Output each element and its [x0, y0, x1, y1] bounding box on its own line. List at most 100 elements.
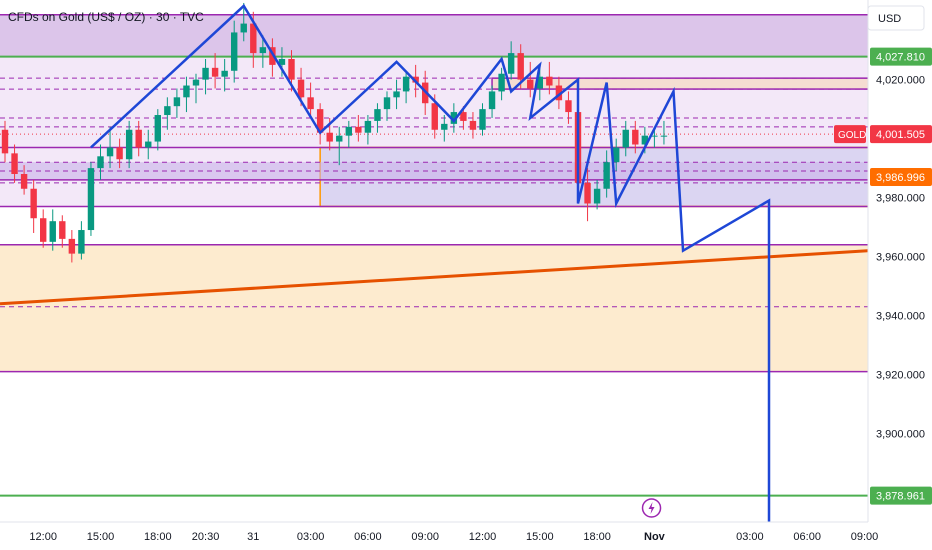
candle-body — [641, 135, 649, 145]
candle-body — [584, 182, 591, 204]
x-tick-label: 06:00 — [354, 531, 382, 543]
candle-body — [154, 115, 161, 142]
symbol-tag-bg — [834, 125, 866, 144]
x-tick-label: 12:00 — [29, 531, 57, 543]
candle-body — [183, 85, 190, 98]
candle-body — [393, 91, 400, 98]
candle-body — [536, 76, 543, 89]
candle-body — [192, 79, 200, 86]
x-tick-label: 15:00 — [526, 531, 554, 543]
candle-body — [20, 174, 28, 189]
currency-label: USD — [878, 13, 901, 25]
candle-body — [78, 230, 85, 254]
upper-box — [491, 77, 913, 90]
candle-body — [364, 120, 372, 133]
candle-body — [479, 109, 486, 130]
candle-body — [517, 53, 524, 80]
currency-selector[interactable] — [867, 5, 925, 31]
x-tick-label: Nov — [644, 531, 666, 543]
level-tag-lower: 3,878.961 — [876, 491, 925, 503]
candle-body — [316, 109, 324, 133]
x-tick-label: 31 — [247, 531, 259, 543]
zones-layer — [0, 14, 913, 372]
candle-body — [202, 67, 209, 80]
x-tick-label: 12:00 — [469, 531, 497, 543]
candle-body — [488, 91, 496, 110]
candle-body — [68, 238, 76, 254]
candle-body — [250, 23, 257, 54]
candle-body — [651, 135, 658, 137]
candle-body — [1, 129, 9, 154]
candle-body — [450, 112, 458, 124]
candle-body — [527, 79, 534, 89]
candle-body — [326, 132, 333, 142]
current-price-tag: 4,001.505 — [876, 129, 925, 141]
candle-body — [613, 147, 620, 163]
candle-body — [374, 109, 381, 121]
candle-body — [11, 153, 18, 174]
candle-body — [546, 76, 553, 86]
level-tag-lower-bg — [870, 486, 932, 505]
candle-body — [555, 85, 563, 101]
x-tick-label: 03:00 — [736, 531, 764, 543]
candle-body — [660, 135, 668, 137]
candle-body — [240, 23, 247, 33]
price-axis[interactable] — [868, 0, 932, 550]
candle-body — [87, 168, 95, 231]
x-tick-label: 18:00 — [583, 531, 611, 543]
candle-body — [173, 97, 181, 107]
candle-body — [30, 188, 37, 219]
level-tag-mid-bg — [870, 167, 932, 186]
zone-orange — [0, 244, 868, 372]
candle-body — [498, 73, 505, 92]
candle-body — [603, 162, 610, 189]
y-tick-label: 3,940.000 — [876, 311, 925, 323]
y-tick-label: 4,020.000 — [876, 75, 925, 87]
candle-body — [116, 147, 123, 160]
candle-body — [431, 103, 438, 130]
candle-body — [40, 218, 47, 242]
candle-body — [288, 58, 295, 80]
x-tick-label: 20:30 — [192, 531, 220, 543]
candle-body — [269, 47, 276, 65]
candle-body — [507, 53, 515, 74]
time-axis[interactable] — [0, 522, 868, 550]
candle-body — [345, 126, 352, 136]
current-price-tag-bg — [870, 125, 932, 144]
candle-body — [125, 129, 133, 160]
candle-body — [259, 47, 267, 54]
candle-body — [593, 188, 601, 204]
chart-title: CFDs on Gold (US$ / OZ) · 30 · TVC — [8, 10, 204, 24]
trendline — [0, 246, 918, 306]
candle-body — [336, 135, 343, 142]
candle-body — [402, 76, 410, 92]
x-tick-label: 09:00 — [851, 531, 879, 543]
candle-body — [460, 112, 467, 121]
symbol-tag: GOLD — [838, 130, 866, 141]
y-tick-label: 3,920.000 — [876, 370, 925, 382]
candle-body — [135, 129, 142, 148]
x-tick-label: 09:00 — [411, 531, 439, 543]
candle-body — [622, 129, 629, 148]
level-tag-upper-bg — [870, 47, 932, 66]
x-tick-label: 06:00 — [793, 531, 821, 543]
candle-body — [59, 221, 66, 239]
level-tag-upper: 4,027.810 — [876, 52, 925, 64]
candle-body — [565, 100, 572, 113]
candle-body — [355, 126, 362, 133]
x-tick-label: 15:00 — [87, 531, 115, 543]
candle-body — [632, 129, 639, 145]
candle-body — [231, 32, 238, 71]
candle-body — [469, 120, 477, 130]
drawings-layer — [90, 3, 771, 522]
y-tick-label: 3,980.000 — [876, 193, 925, 205]
x-tick-label: 03:00 — [297, 531, 325, 543]
candle-body — [211, 67, 219, 77]
candle-body — [106, 147, 114, 157]
x-tick-label: 18:00 — [144, 531, 172, 543]
projection-path — [90, 3, 771, 522]
candle-body — [297, 79, 305, 98]
candle-body — [164, 106, 171, 116]
